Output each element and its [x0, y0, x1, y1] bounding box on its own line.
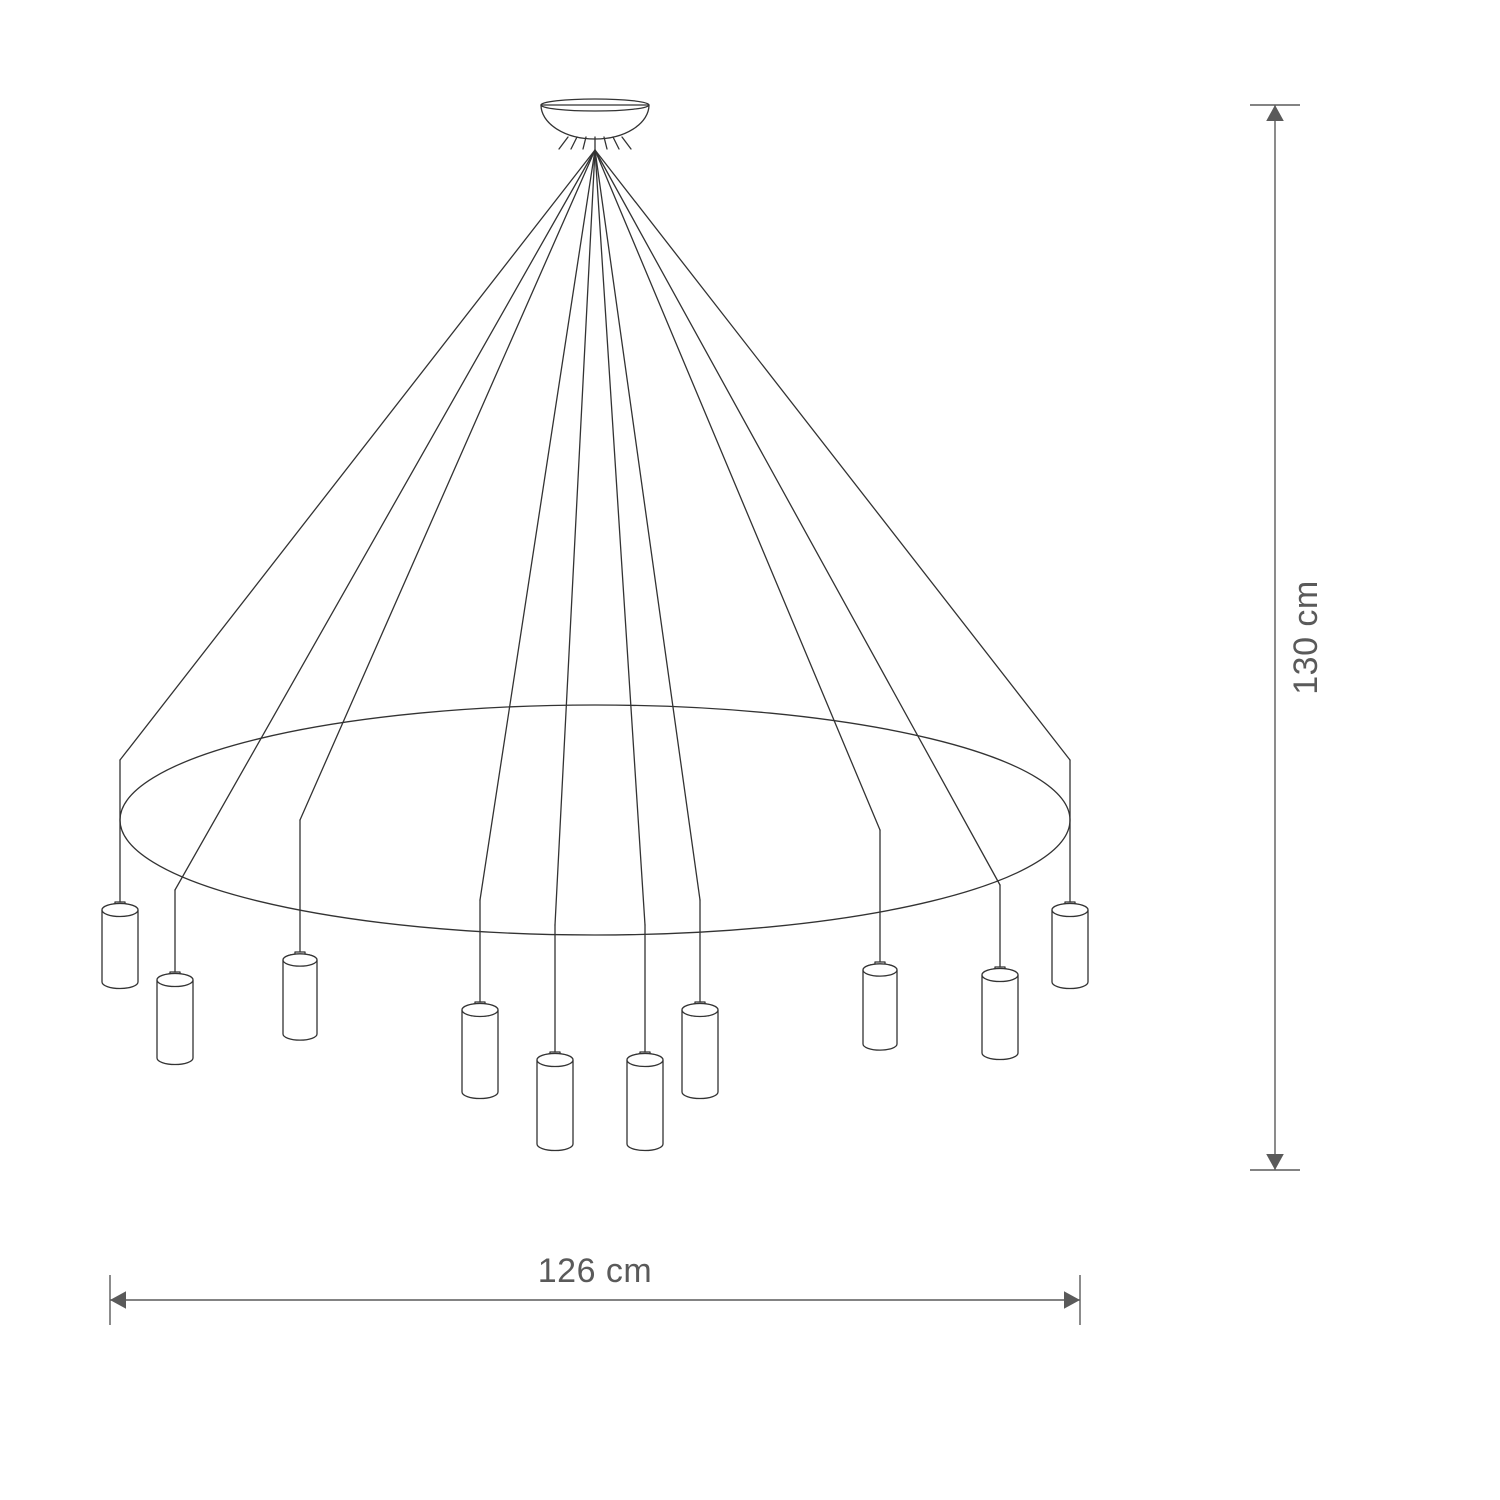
- pendant-cable: [555, 150, 595, 925]
- pendant-shade: [682, 1004, 718, 1017]
- pendant-cable: [480, 150, 595, 900]
- pendant-shade: [1052, 904, 1088, 917]
- pendant-cable: [595, 150, 1070, 760]
- pendant-cable: [595, 150, 880, 830]
- pendant-cable: [175, 150, 595, 890]
- ceiling-canopy: [541, 105, 649, 139]
- pendant-shade: [982, 969, 1018, 982]
- pendant-shade: [462, 1004, 498, 1017]
- height-dimension-label: 130 cm: [1287, 580, 1325, 695]
- pendant-cable: [595, 150, 1000, 885]
- pendant-shade: [102, 904, 138, 917]
- pendant-cable: [595, 150, 645, 925]
- chandelier-ring: [120, 705, 1070, 935]
- chandelier-dimension-diagram: 126 cm 130 cm: [0, 0, 1500, 1500]
- pendant-shade: [627, 1054, 663, 1067]
- pendant-cable: [300, 150, 595, 820]
- pendant-shade: [283, 954, 317, 966]
- pendant-shade: [863, 964, 897, 976]
- pendant-cable: [120, 150, 595, 760]
- pendant-shade: [537, 1054, 573, 1067]
- pendant-shade: [157, 974, 193, 987]
- width-dimension-label: 126 cm: [538, 1252, 653, 1290]
- pendant-cable: [595, 150, 700, 900]
